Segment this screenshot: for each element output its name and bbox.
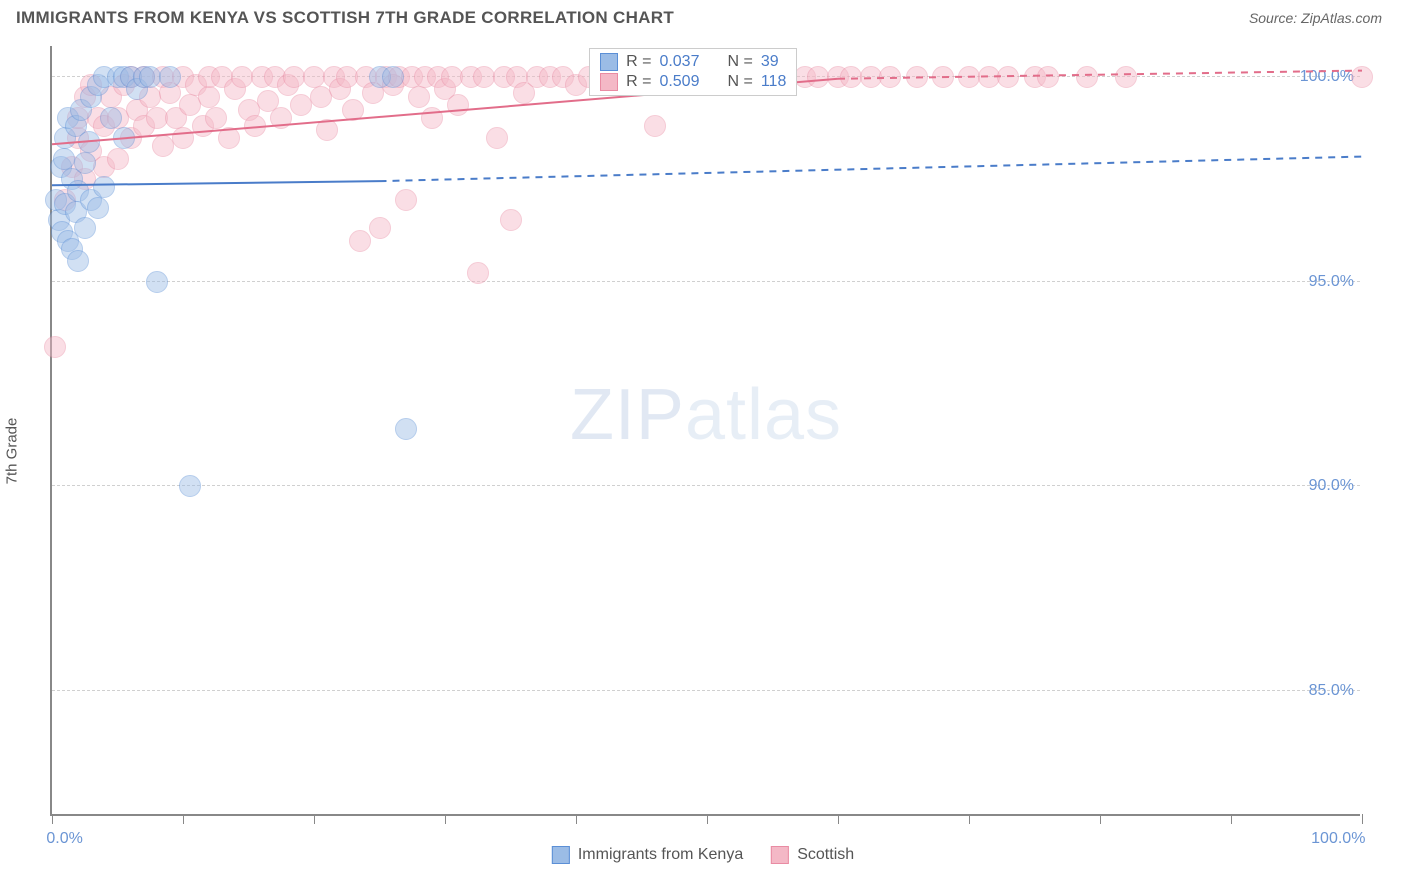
swatch-scottish — [771, 846, 789, 864]
data-point-kenya — [395, 418, 417, 440]
gridline — [52, 485, 1360, 486]
data-point-scottish — [369, 217, 391, 239]
watermark: ZIPatlas — [570, 374, 842, 456]
n-label: N = — [727, 53, 752, 71]
x-tick-label: 100.0% — [1311, 830, 1365, 848]
data-point-kenya — [159, 66, 181, 88]
data-point-scottish — [644, 115, 666, 137]
swatch-scottish — [600, 73, 618, 91]
legend-label-scottish: Scottish — [797, 846, 854, 864]
legend-label-kenya: Immigrants from Kenya — [578, 846, 743, 864]
data-point-kenya — [78, 131, 100, 153]
chart-area: 7th Grade ZIPatlas 85.0% 90.0% 95.0% 100.0%… — [0, 36, 1406, 866]
x-tick-label: 0.0% — [46, 830, 82, 848]
data-point-kenya — [74, 152, 96, 174]
y-tick-label: 100.0% — [1300, 68, 1354, 86]
data-point-kenya — [74, 217, 96, 239]
data-point-scottish — [500, 209, 522, 231]
data-point-kenya — [113, 127, 135, 149]
gridline — [52, 281, 1360, 282]
plot-area: ZIPatlas 85.0% 90.0% 95.0% 100.0% R = 0.037 N … — [50, 46, 1360, 816]
swatch-kenya — [600, 53, 618, 71]
y-tick-label: 95.0% — [1309, 273, 1354, 291]
source-prefix: Source: — [1249, 10, 1301, 26]
x-tick — [52, 814, 53, 824]
data-point-scottish — [1037, 66, 1059, 88]
y-tick-label: 85.0% — [1309, 682, 1354, 700]
data-point-scottish — [1115, 66, 1137, 88]
r-value-kenya: 0.037 — [659, 53, 699, 71]
data-point-scottish — [316, 119, 338, 141]
data-point-kenya — [67, 250, 89, 272]
stats-legend: R = 0.037 N = 39 R = 0.509 N = 118 — [589, 48, 797, 96]
data-point-scottish — [218, 127, 240, 149]
data-point-scottish — [342, 99, 364, 121]
data-point-kenya — [382, 66, 404, 88]
stats-row-scottish: R = 0.509 N = 118 — [600, 73, 786, 91]
data-point-kenya — [93, 176, 115, 198]
data-point-scottish — [395, 189, 417, 211]
x-tick — [1362, 814, 1363, 824]
data-point-scottish — [349, 230, 371, 252]
data-point-scottish — [1076, 66, 1098, 88]
source-label: Source: ZipAtlas.com — [1249, 10, 1382, 26]
data-point-kenya — [53, 148, 75, 170]
data-point-scottish — [172, 127, 194, 149]
data-point-scottish — [205, 107, 227, 129]
y-tick-label: 90.0% — [1309, 477, 1354, 495]
data-point-scottish — [906, 66, 928, 88]
x-tick — [1100, 814, 1101, 824]
x-tick — [838, 814, 839, 824]
source-name: ZipAtlas.com — [1301, 10, 1382, 26]
swatch-kenya — [552, 846, 570, 864]
data-point-scottish — [408, 86, 430, 108]
watermark-bold: ZIP — [570, 375, 685, 455]
data-point-kenya — [87, 197, 109, 219]
n-label: N = — [727, 73, 752, 91]
data-point-scottish — [467, 262, 489, 284]
data-point-scottish — [447, 94, 469, 116]
data-point-kenya — [179, 475, 201, 497]
data-point-scottish — [244, 115, 266, 137]
data-point-kenya — [100, 107, 122, 129]
x-tick — [314, 814, 315, 824]
r-label: R = — [626, 53, 651, 71]
data-point-scottish — [198, 86, 220, 108]
x-tick — [183, 814, 184, 824]
data-point-scottish — [44, 336, 66, 358]
gridline — [52, 690, 1360, 691]
legend-item-kenya: Immigrants from Kenya — [552, 846, 743, 864]
bottom-legend: Immigrants from Kenya Scottish — [552, 846, 854, 864]
data-point-scottish — [1351, 66, 1373, 88]
n-value-kenya: 39 — [761, 53, 779, 71]
x-tick — [969, 814, 970, 824]
data-point-scottish — [421, 107, 443, 129]
stats-row-kenya: R = 0.037 N = 39 — [600, 53, 786, 71]
data-point-scottish — [879, 66, 901, 88]
data-point-scottish — [932, 66, 954, 88]
data-point-kenya — [146, 271, 168, 293]
n-value-scottish: 118 — [761, 73, 787, 91]
data-point-scottish — [486, 127, 508, 149]
legend-item-scottish: Scottish — [771, 846, 854, 864]
chart-title: IMMIGRANTS FROM KENYA VS SCOTTISH 7TH GR… — [16, 8, 674, 28]
r-label: R = — [626, 73, 651, 91]
trendlines — [52, 46, 1362, 816]
x-tick — [576, 814, 577, 824]
data-point-scottish — [107, 148, 129, 170]
data-point-scottish — [997, 66, 1019, 88]
x-tick — [445, 814, 446, 824]
x-tick — [1231, 814, 1232, 824]
data-point-scottish — [270, 107, 292, 129]
r-value-scottish: 0.509 — [659, 73, 699, 91]
x-tick — [707, 814, 708, 824]
y-axis-title: 7th Grade — [4, 418, 21, 485]
watermark-thin: atlas — [685, 375, 842, 455]
